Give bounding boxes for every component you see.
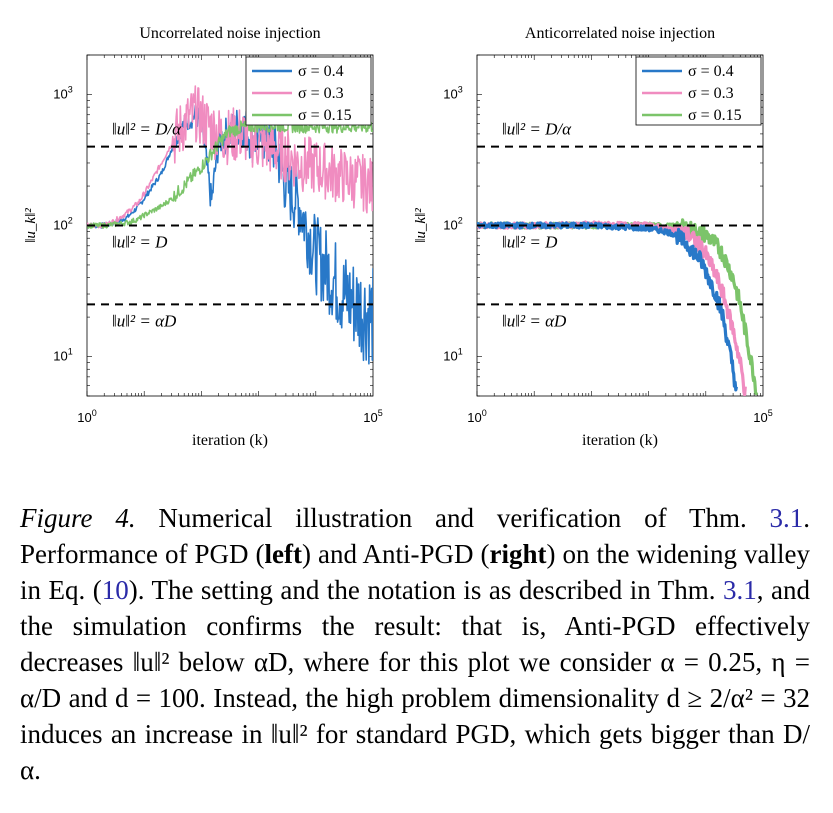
chart-title: Uncorrelated noise injection <box>139 25 320 42</box>
figure-label: Figure 4. <box>20 503 136 533</box>
x-tick-label: 105 <box>753 408 772 425</box>
chart-title: Anticorrelated noise injection <box>525 25 715 42</box>
caption-text: Numerical illustration and verification … <box>158 503 747 533</box>
x-tick-label: 100 <box>77 408 96 425</box>
legend: σ = 0.4 σ = 0.3 σ = 0.15 <box>635 56 762 126</box>
legend-label: σ = 0.3 <box>298 85 344 102</box>
series-group <box>87 85 373 365</box>
y-axis-label: ‖u_k‖² <box>23 208 39 243</box>
y-tick-label: 103 <box>443 84 462 101</box>
legend-label: σ = 0.4 <box>298 63 344 80</box>
reference-label: ‖u‖² = D <box>502 233 558 252</box>
y-tick-label: 101 <box>53 347 72 364</box>
caption-text: , and the simulation confirms the result… <box>20 575 810 785</box>
caption-text: . Performance of PGD ( <box>20 503 811 569</box>
reference-label: ‖u‖² = D <box>112 233 168 252</box>
caption-text: ). The setting and the notation is as de… <box>128 575 716 605</box>
legend-label: σ = 0.15 <box>298 107 352 124</box>
reference-label: ‖u‖² = D/α <box>112 120 182 139</box>
x-axis-label: iteration (k) <box>582 432 658 449</box>
caption-text: ) and Anti-PGD ( <box>301 539 490 569</box>
legend-box <box>635 56 762 126</box>
legend-label: σ = 0.15 <box>688 107 742 124</box>
series-line-3 <box>87 118 373 229</box>
caption-emphasis: left <box>264 539 302 569</box>
caption-emphasis: right <box>489 539 547 569</box>
x-tick-label: 105 <box>363 408 382 425</box>
legend: σ = 0.4 σ = 0.3 σ = 0.15 <box>245 56 372 126</box>
y-tick-label: 102 <box>53 216 72 233</box>
caption-text: ) on the widening valley in Eq. ( <box>20 539 811 605</box>
chart-panel-2: ‖u‖² = D/α ‖u‖² = D ‖u‖² = αD Anticorrelate… <box>413 25 773 449</box>
theorem-reference[interactable]: 3.1 <box>769 503 804 533</box>
series-line-2 <box>87 85 373 229</box>
reference-label: ‖u‖² = αD <box>502 311 567 330</box>
reference-label: ‖u‖² = D/α <box>502 120 572 139</box>
legend-label: σ = 0.4 <box>688 63 734 80</box>
x-axis-label: iteration (k) <box>192 432 268 449</box>
chart-panel-1: ‖u‖² = D/α ‖u‖² = D ‖u‖² = αD Uncorrelated … <box>23 25 383 449</box>
y-tick-label: 102 <box>443 216 462 233</box>
x-tick-label: 100 <box>467 408 486 425</box>
legend-label: σ = 0.3 <box>688 85 734 102</box>
theorem-reference[interactable]: 3.1 <box>723 575 757 605</box>
y-tick-label: 101 <box>443 347 462 364</box>
figure: ‖u‖² = D/α ‖u‖² = D ‖u‖² = αD Uncorrelated … <box>23 25 773 449</box>
y-tick-label: 103 <box>53 84 72 101</box>
equation-reference[interactable]: 10 <box>101 575 129 605</box>
legend-box <box>245 56 372 126</box>
figure-caption: Figure 4. Numerical illustration and ver… <box>20 500 810 788</box>
y-axis-label: ‖u_k‖² <box>413 208 429 243</box>
reference-label: ‖u‖² = αD <box>112 311 177 330</box>
